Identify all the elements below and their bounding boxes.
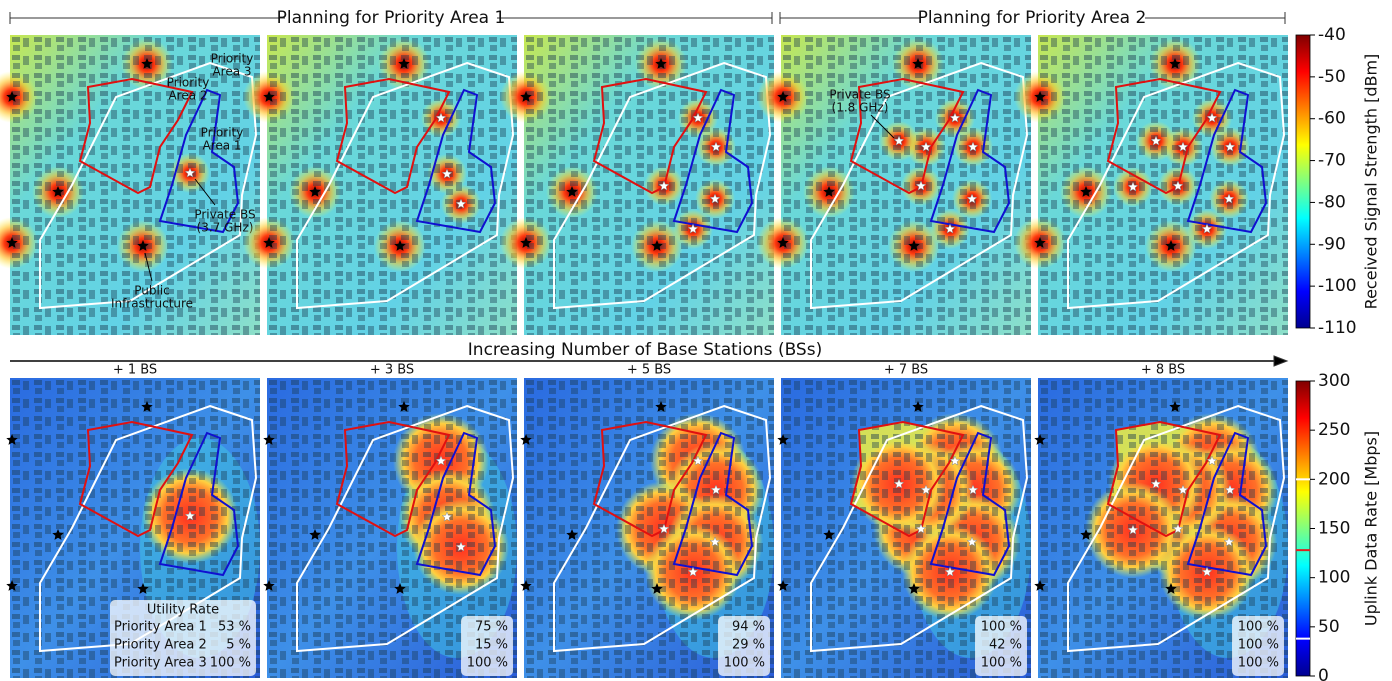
rate-map: + 1 BS Utility Rate Priority Area 1 53 % Pri… [6, 363, 260, 679]
utility-value: 75 % [475, 620, 508, 635]
tick-label: 300 [1318, 371, 1350, 391]
tick-label: -110 [1318, 318, 1357, 338]
signal-map: Private BS(1.8 GHz) [757, 35, 1031, 335]
tick-label: 150 [1318, 519, 1350, 539]
column-label: + 3 BS [370, 363, 414, 378]
tick-label: -90 [1318, 234, 1346, 254]
signal-map [243, 35, 517, 335]
arrow-head [1274, 356, 1287, 366]
tick-label: -60 [1318, 109, 1346, 129]
utility-value: 94 % [732, 620, 765, 635]
arrow-label: Increasing Number of Base Stations (BSs) [468, 340, 822, 360]
annotation: (1.8 GHz) [832, 101, 889, 115]
tick-label: 200 [1318, 469, 1350, 489]
colorbar [1296, 381, 1310, 676]
utility-value: 100 % [724, 656, 765, 671]
signal-map [1014, 35, 1288, 335]
column-label: + 1 BS [113, 363, 157, 378]
tick-label: 50 [1318, 617, 1340, 637]
legend-title: Utility Rate [147, 603, 219, 618]
tick-label: -80 [1318, 192, 1346, 212]
signal-map [500, 35, 774, 335]
rate-map: + 3 BS 75 % 15 % 100 % [263, 363, 517, 679]
utility-value: 5 % [226, 638, 251, 653]
group-title: Planning for Priority Area 1 [277, 8, 506, 28]
colorbar [1296, 35, 1310, 328]
colorbar-label: Uplink Data Rate [Mbps] [1362, 431, 1381, 626]
tick-label: 100 [1318, 568, 1350, 588]
annotation: Area 2 [168, 89, 207, 103]
annotation: Infrastructure [111, 297, 193, 311]
utility-value: 15 % [475, 638, 508, 653]
tick-label: 250 [1318, 420, 1350, 440]
annotation: Private BS [194, 208, 255, 222]
colorbar-label: Received Signal Strength [dBm] [1362, 54, 1381, 310]
annotation: Area 3 [212, 65, 251, 79]
utility-value: 29 % [732, 638, 765, 653]
annotation: Priority [167, 76, 210, 90]
figure: Planning for Priority Area 1 Planning fo… [0, 0, 1392, 681]
utility-value: 100 % [981, 620, 1022, 635]
tick-label: -50 [1318, 67, 1346, 87]
annotation: Priority [211, 52, 254, 66]
tick-label: 0 [1318, 666, 1329, 681]
tick-label: -70 [1318, 151, 1346, 171]
utility-value: 100 % [1238, 620, 1279, 635]
utility-value: 100 % [467, 656, 508, 671]
signal-map: PriorityArea 3PriorityArea 2PriorityArea… [0, 35, 260, 335]
legend-entry: Priority Area 2 [114, 638, 207, 653]
utility-value: 100 % [1238, 656, 1279, 671]
legend-entry: Priority Area 3 [114, 656, 207, 671]
rate-map: + 5 BS 94 % 29 % 100 % [520, 363, 774, 679]
utility-value: 100 % [1238, 638, 1279, 653]
annotation: Area 1 [202, 139, 241, 153]
utility-value: 42 % [989, 638, 1022, 653]
annotation: (3.7 GHz) [197, 221, 254, 235]
utility-value: 53 % [218, 620, 251, 635]
column-label: + 8 BS [1141, 363, 1185, 378]
column-label: + 5 BS [627, 363, 671, 378]
tick-label: -40 [1318, 25, 1346, 45]
rate-map: + 7 BS 100 % 42 % 100 % [777, 363, 1031, 679]
utility-value: 100 % [210, 656, 251, 671]
utility-value: 100 % [981, 656, 1022, 671]
tick-label: -100 [1318, 276, 1357, 296]
legend-entry: Priority Area 1 [114, 620, 207, 635]
annotation: Public [134, 284, 170, 298]
rate-map: + 8 BS 100 % 100 % 100 % [1034, 363, 1288, 679]
annotation: Priority [201, 126, 244, 140]
group-title: Planning for Priority Area 2 [918, 8, 1147, 28]
annotation: Private BS [829, 88, 890, 102]
column-label: + 7 BS [884, 363, 928, 378]
